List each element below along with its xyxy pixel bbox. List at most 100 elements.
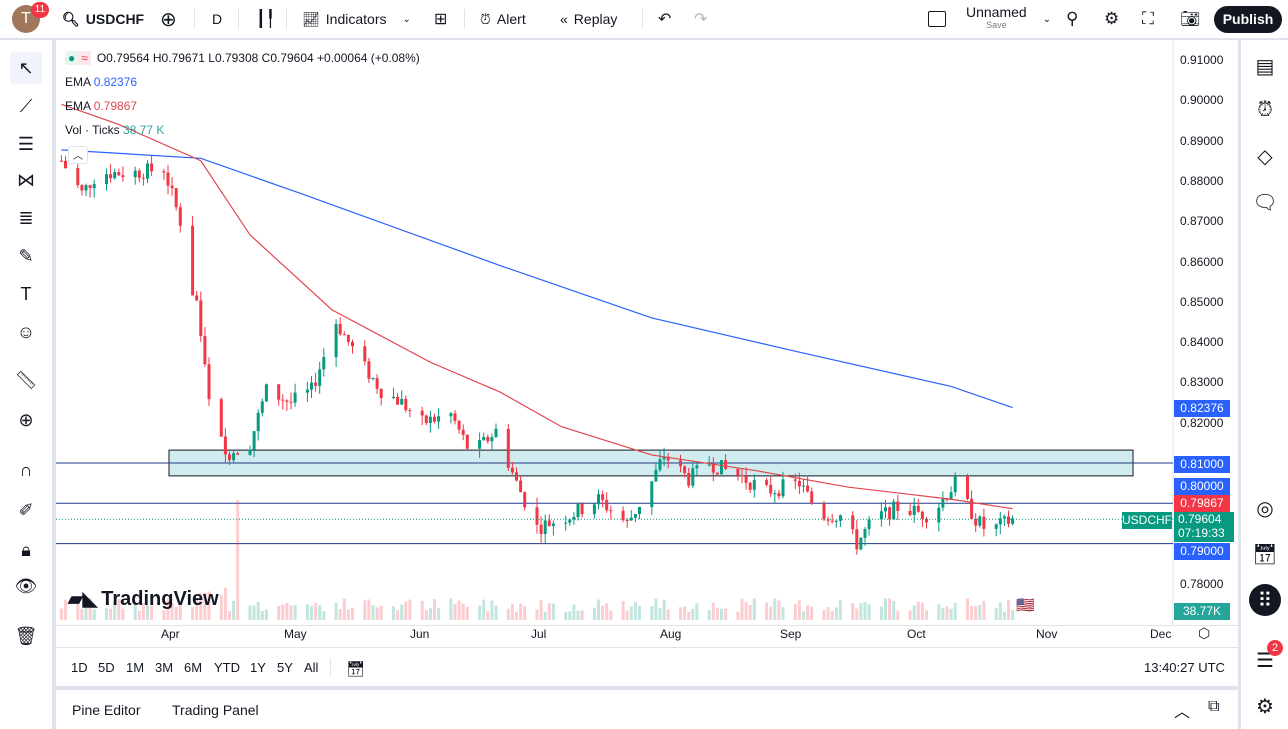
calendar-button[interactable]: 📅︎ [1249,538,1281,570]
volume-bar [568,611,572,620]
ideas-button[interactable]: ◎ [1249,492,1281,524]
volume-bar [59,608,63,620]
candle-body [679,460,682,467]
compare-button[interactable]: ⊕ [160,0,177,38]
list-icon: ▤ [1255,55,1275,78]
volume-bar [687,611,691,620]
price-chart[interactable] [56,40,1238,686]
indicators-button[interactable]: 📈︎ Indicators ⌄ [302,0,411,38]
layouts-button[interactable]: ⊞ [434,0,447,38]
replay-button[interactable]: « Replay [560,0,617,38]
settings-button[interactable]: ⚙ [1104,0,1119,38]
text-tool[interactable]: T [10,278,42,310]
symbol-search[interactable]: 🔍︎ USDCHF [62,0,144,38]
volume-bar [363,600,367,620]
watchlist-button[interactable]: ▤ [1249,50,1281,82]
volume-bar [248,605,252,620]
alarm-icon: ⏰︎ [1257,98,1273,121]
fib-tool[interactable]: ≣ [10,202,42,234]
collapse-legend-button[interactable]: ︿ [68,146,88,164]
range-all[interactable]: All [304,660,319,675]
candle-body [879,511,883,520]
lock-tool[interactable]: 🔒︎ [10,534,42,566]
range-5y[interactable]: 5Y [277,660,293,675]
brush-tool[interactable]: ✎ [10,240,42,272]
maximize-panel-button[interactable]: ⧉ [1208,698,1219,716]
volume-bar [658,607,662,620]
object-tree-button[interactable]: ◇ [1249,140,1281,172]
volume-bar [264,609,268,620]
pine-editor-tab[interactable]: Pine Editor [72,702,141,718]
volume-legend[interactable]: Vol · Ticks 38.77 K [65,123,164,137]
publish-button[interactable]: Publish [1214,6,1282,33]
emoji-tool[interactable]: ☺ [10,316,42,348]
alert-button[interactable]: ⏰︎ Alert [480,0,526,38]
volume-bar [978,604,982,620]
volume-bar [916,601,920,620]
candle-body [765,480,769,485]
volume-bar [424,610,428,620]
volume-bar [191,606,195,620]
volume-bar [752,598,756,620]
streams-button[interactable]: ☰ [1249,644,1281,676]
delete-tool[interactable]: 🗑︎ [10,620,42,652]
range-5d[interactable]: 5D [98,660,115,675]
quick-search-button[interactable]: ⚲ [1066,0,1078,38]
candle-body [802,485,805,487]
volume-bar [293,605,297,620]
range-ytd[interactable]: YTD [214,660,240,675]
fullscreen-button[interactable]: ⛶ [1142,0,1154,38]
trading-panel-tab[interactable]: Trading Panel [172,702,259,718]
undo-button[interactable]: ↶ [658,0,671,38]
help-button[interactable]: ⚙ [1249,690,1281,722]
redo-button[interactable]: ↷ [694,0,707,38]
horizontal-lines-tool[interactable]: ☰ [10,128,42,160]
alerts-button[interactable]: ⏰︎ [1249,94,1281,126]
volume-bar [113,601,117,620]
candle-body [597,494,600,505]
candle-body [277,384,281,400]
ruler-tool[interactable]: 📏︎ [10,364,42,396]
volume-bar [490,600,494,620]
lock-icon: 🔒︎ [21,539,31,560]
chart-type-button[interactable]: ┃╿ [256,0,275,38]
candle-body [322,357,326,370]
clock[interactable]: 13:40:27 UTC [1144,660,1225,675]
interval-button[interactable]: D [212,11,223,27]
candles-icon: ┃╿ [256,11,276,28]
axis-settings-button[interactable]: ⬡ [1198,625,1210,642]
range-1d[interactable]: 1D [71,660,88,675]
volume-bar [375,607,379,620]
events-flag[interactable]: 🇺🇸︎ [1016,596,1035,614]
lock-drawing-tool[interactable]: ✐ [10,494,42,526]
candle-body [170,185,174,189]
range-6m[interactable]: 6M [184,660,203,675]
goto-date-button[interactable]: 📅︎ [346,660,365,678]
volume-bar [228,611,231,620]
volume-bar [523,605,527,620]
expand-panel-button[interactable]: ︿ [1174,698,1190,722]
volume-bar [974,605,978,620]
cursor-tool[interactable]: ↖ [10,52,42,84]
range-1y[interactable]: 1Y [250,660,266,675]
ema-fast-line [61,103,1013,510]
visibility-tool[interactable]: 👁︎ [10,570,42,602]
zoom-tool[interactable]: ⊕ [10,404,42,436]
range-1m[interactable]: 1M [126,660,145,675]
candle-body [949,492,953,500]
volume-bar [515,611,518,620]
magnet-tool[interactable]: ∩ [10,454,42,486]
trendline-tool[interactable]: ⟋ [10,90,42,122]
pattern-tool[interactable]: ⋈ [10,164,42,196]
ema-fast-legend[interactable]: EMA 0.79867 [65,99,137,113]
chart-pane[interactable]: ● ≈ O0.79564 H0.79671 L0.79308 C0.79604 +… [56,40,1238,686]
ema-slow-legend[interactable]: EMA 0.82376 [65,75,137,89]
layout-name-button[interactable]: Unnamed Save ⌄ [928,0,1051,38]
candle-body [363,346,367,362]
time-tick: Sep [780,627,802,641]
volume-bar [888,598,892,620]
chat-button[interactable]: 🗨︎ [1249,186,1281,218]
screenshot-button[interactable]: 📷︎ [1180,0,1200,38]
apps-button[interactable]: ⠿ [1249,584,1281,616]
range-3m[interactable]: 3M [155,660,174,675]
